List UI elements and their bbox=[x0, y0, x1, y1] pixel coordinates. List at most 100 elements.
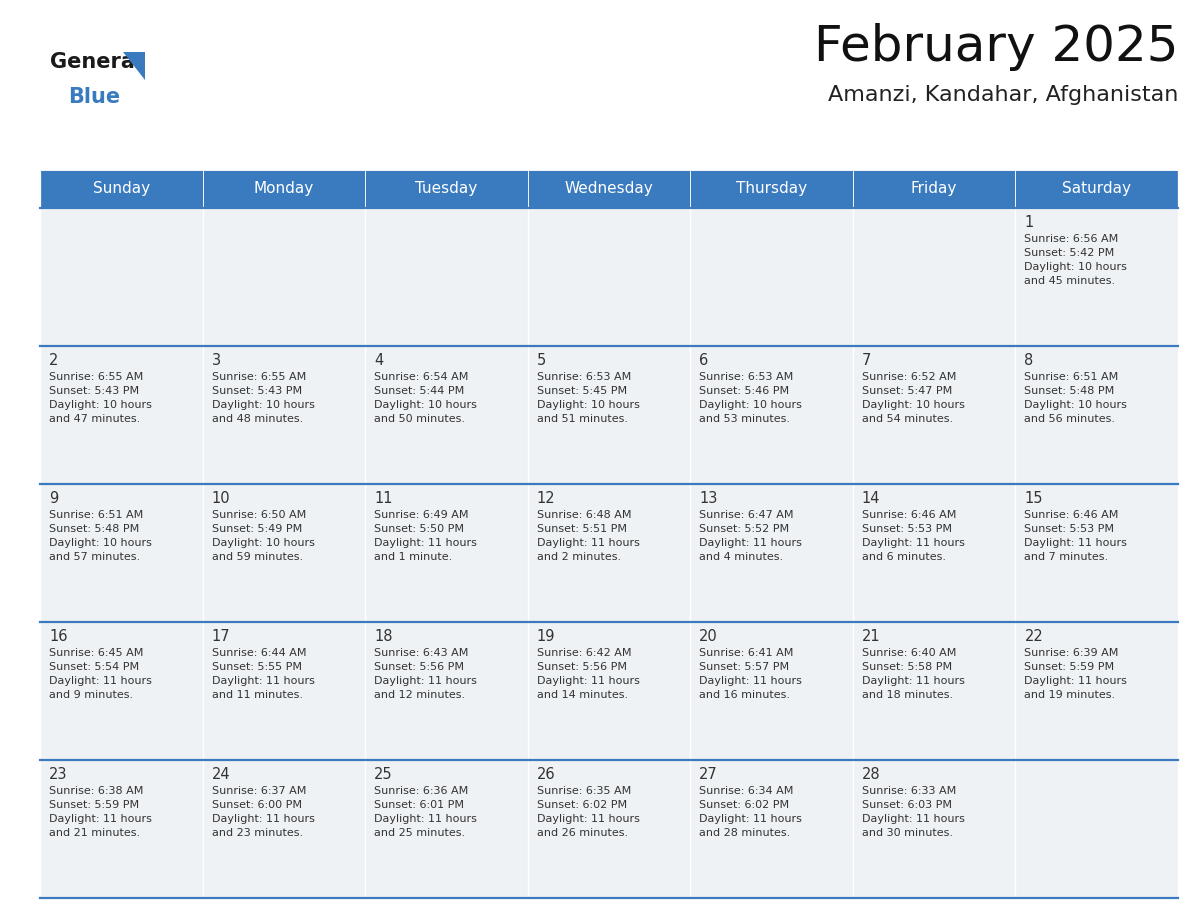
Bar bbox=[1016, 484, 1178, 622]
Text: Sunrise: 6:44 AM
Sunset: 5:55 PM
Daylight: 11 hours
and 11 minutes.: Sunrise: 6:44 AM Sunset: 5:55 PM Dayligh… bbox=[211, 648, 315, 700]
Text: 16: 16 bbox=[49, 629, 68, 644]
Text: 2: 2 bbox=[49, 353, 58, 368]
Bar bbox=[527, 622, 690, 760]
Bar bbox=[853, 760, 1016, 898]
Text: Sunrise: 6:53 AM
Sunset: 5:45 PM
Daylight: 10 hours
and 51 minutes.: Sunrise: 6:53 AM Sunset: 5:45 PM Dayligh… bbox=[537, 372, 639, 424]
Bar bbox=[527, 760, 690, 898]
Text: 24: 24 bbox=[211, 767, 230, 782]
Bar bbox=[365, 622, 527, 760]
Bar bbox=[690, 170, 853, 208]
Text: 27: 27 bbox=[700, 767, 718, 782]
Bar bbox=[853, 208, 1016, 346]
Text: 13: 13 bbox=[700, 491, 718, 506]
Text: Sunrise: 6:51 AM
Sunset: 5:48 PM
Daylight: 10 hours
and 56 minutes.: Sunrise: 6:51 AM Sunset: 5:48 PM Dayligh… bbox=[1024, 372, 1127, 424]
Text: Tuesday: Tuesday bbox=[416, 182, 478, 196]
Bar bbox=[203, 208, 365, 346]
Text: Sunrise: 6:46 AM
Sunset: 5:53 PM
Daylight: 11 hours
and 7 minutes.: Sunrise: 6:46 AM Sunset: 5:53 PM Dayligh… bbox=[1024, 510, 1127, 562]
Text: Blue: Blue bbox=[68, 87, 120, 107]
Text: Sunrise: 6:55 AM
Sunset: 5:43 PM
Daylight: 10 hours
and 48 minutes.: Sunrise: 6:55 AM Sunset: 5:43 PM Dayligh… bbox=[211, 372, 315, 424]
Bar bbox=[527, 170, 690, 208]
Bar bbox=[203, 622, 365, 760]
Text: 22: 22 bbox=[1024, 629, 1043, 644]
Bar bbox=[690, 208, 853, 346]
Text: 3: 3 bbox=[211, 353, 221, 368]
Text: 11: 11 bbox=[374, 491, 393, 506]
Text: Saturday: Saturday bbox=[1062, 182, 1131, 196]
Bar bbox=[1016, 760, 1178, 898]
Text: 25: 25 bbox=[374, 767, 393, 782]
Text: 15: 15 bbox=[1024, 491, 1043, 506]
Bar bbox=[365, 346, 527, 484]
Text: Sunrise: 6:35 AM
Sunset: 6:02 PM
Daylight: 11 hours
and 26 minutes.: Sunrise: 6:35 AM Sunset: 6:02 PM Dayligh… bbox=[537, 786, 639, 838]
Text: Sunrise: 6:52 AM
Sunset: 5:47 PM
Daylight: 10 hours
and 54 minutes.: Sunrise: 6:52 AM Sunset: 5:47 PM Dayligh… bbox=[861, 372, 965, 424]
Bar bbox=[1016, 346, 1178, 484]
Bar bbox=[40, 208, 203, 346]
Text: Sunrise: 6:50 AM
Sunset: 5:49 PM
Daylight: 10 hours
and 59 minutes.: Sunrise: 6:50 AM Sunset: 5:49 PM Dayligh… bbox=[211, 510, 315, 562]
Bar bbox=[365, 170, 527, 208]
Bar bbox=[40, 170, 203, 208]
Bar bbox=[1016, 622, 1178, 760]
Text: Amanzi, Kandahar, Afghanistan: Amanzi, Kandahar, Afghanistan bbox=[828, 85, 1178, 105]
Text: Sunday: Sunday bbox=[93, 182, 150, 196]
Bar bbox=[365, 760, 527, 898]
Text: Friday: Friday bbox=[911, 182, 958, 196]
Text: Sunrise: 6:41 AM
Sunset: 5:57 PM
Daylight: 11 hours
and 16 minutes.: Sunrise: 6:41 AM Sunset: 5:57 PM Dayligh… bbox=[700, 648, 802, 700]
Bar bbox=[527, 208, 690, 346]
Bar bbox=[40, 346, 203, 484]
Text: Sunrise: 6:36 AM
Sunset: 6:01 PM
Daylight: 11 hours
and 25 minutes.: Sunrise: 6:36 AM Sunset: 6:01 PM Dayligh… bbox=[374, 786, 478, 838]
Text: 17: 17 bbox=[211, 629, 230, 644]
Text: Sunrise: 6:42 AM
Sunset: 5:56 PM
Daylight: 11 hours
and 14 minutes.: Sunrise: 6:42 AM Sunset: 5:56 PM Dayligh… bbox=[537, 648, 639, 700]
Text: 19: 19 bbox=[537, 629, 555, 644]
Bar bbox=[203, 170, 365, 208]
Bar bbox=[853, 346, 1016, 484]
Bar bbox=[1016, 170, 1178, 208]
Bar bbox=[203, 760, 365, 898]
Text: Sunrise: 6:33 AM
Sunset: 6:03 PM
Daylight: 11 hours
and 30 minutes.: Sunrise: 6:33 AM Sunset: 6:03 PM Dayligh… bbox=[861, 786, 965, 838]
Text: 6: 6 bbox=[700, 353, 708, 368]
Text: Sunrise: 6:54 AM
Sunset: 5:44 PM
Daylight: 10 hours
and 50 minutes.: Sunrise: 6:54 AM Sunset: 5:44 PM Dayligh… bbox=[374, 372, 478, 424]
Text: Monday: Monday bbox=[254, 182, 314, 196]
Text: General: General bbox=[50, 52, 143, 72]
Text: Wednesday: Wednesday bbox=[564, 182, 653, 196]
Text: Sunrise: 6:45 AM
Sunset: 5:54 PM
Daylight: 11 hours
and 9 minutes.: Sunrise: 6:45 AM Sunset: 5:54 PM Dayligh… bbox=[49, 648, 152, 700]
Text: Sunrise: 6:56 AM
Sunset: 5:42 PM
Daylight: 10 hours
and 45 minutes.: Sunrise: 6:56 AM Sunset: 5:42 PM Dayligh… bbox=[1024, 234, 1127, 286]
Text: Sunrise: 6:53 AM
Sunset: 5:46 PM
Daylight: 10 hours
and 53 minutes.: Sunrise: 6:53 AM Sunset: 5:46 PM Dayligh… bbox=[700, 372, 802, 424]
Text: 1: 1 bbox=[1024, 215, 1034, 230]
Text: 10: 10 bbox=[211, 491, 230, 506]
Text: Thursday: Thursday bbox=[737, 182, 807, 196]
Bar bbox=[853, 484, 1016, 622]
Bar bbox=[1016, 208, 1178, 346]
Text: 12: 12 bbox=[537, 491, 555, 506]
Text: 23: 23 bbox=[49, 767, 68, 782]
Bar bbox=[203, 484, 365, 622]
Text: Sunrise: 6:43 AM
Sunset: 5:56 PM
Daylight: 11 hours
and 12 minutes.: Sunrise: 6:43 AM Sunset: 5:56 PM Dayligh… bbox=[374, 648, 478, 700]
Text: 26: 26 bbox=[537, 767, 555, 782]
Text: 7: 7 bbox=[861, 353, 871, 368]
Bar bbox=[853, 622, 1016, 760]
Bar bbox=[40, 760, 203, 898]
Bar bbox=[527, 346, 690, 484]
Bar bbox=[365, 484, 527, 622]
Bar bbox=[690, 760, 853, 898]
Bar bbox=[203, 346, 365, 484]
Text: Sunrise: 6:46 AM
Sunset: 5:53 PM
Daylight: 11 hours
and 6 minutes.: Sunrise: 6:46 AM Sunset: 5:53 PM Dayligh… bbox=[861, 510, 965, 562]
Text: Sunrise: 6:38 AM
Sunset: 5:59 PM
Daylight: 11 hours
and 21 minutes.: Sunrise: 6:38 AM Sunset: 5:59 PM Dayligh… bbox=[49, 786, 152, 838]
Text: February 2025: February 2025 bbox=[814, 23, 1178, 71]
Text: 14: 14 bbox=[861, 491, 880, 506]
Text: Sunrise: 6:47 AM
Sunset: 5:52 PM
Daylight: 11 hours
and 4 minutes.: Sunrise: 6:47 AM Sunset: 5:52 PM Dayligh… bbox=[700, 510, 802, 562]
Text: Sunrise: 6:49 AM
Sunset: 5:50 PM
Daylight: 11 hours
and 1 minute.: Sunrise: 6:49 AM Sunset: 5:50 PM Dayligh… bbox=[374, 510, 478, 562]
Bar bbox=[690, 622, 853, 760]
Text: 4: 4 bbox=[374, 353, 384, 368]
Text: Sunrise: 6:37 AM
Sunset: 6:00 PM
Daylight: 11 hours
and 23 minutes.: Sunrise: 6:37 AM Sunset: 6:00 PM Dayligh… bbox=[211, 786, 315, 838]
Text: Sunrise: 6:40 AM
Sunset: 5:58 PM
Daylight: 11 hours
and 18 minutes.: Sunrise: 6:40 AM Sunset: 5:58 PM Dayligh… bbox=[861, 648, 965, 700]
Text: 9: 9 bbox=[49, 491, 58, 506]
Bar bbox=[40, 622, 203, 760]
Text: Sunrise: 6:51 AM
Sunset: 5:48 PM
Daylight: 10 hours
and 57 minutes.: Sunrise: 6:51 AM Sunset: 5:48 PM Dayligh… bbox=[49, 510, 152, 562]
Text: 20: 20 bbox=[700, 629, 718, 644]
Text: 18: 18 bbox=[374, 629, 393, 644]
Bar bbox=[40, 484, 203, 622]
Bar bbox=[527, 484, 690, 622]
Bar bbox=[690, 484, 853, 622]
Polygon shape bbox=[124, 52, 145, 80]
Text: 21: 21 bbox=[861, 629, 880, 644]
